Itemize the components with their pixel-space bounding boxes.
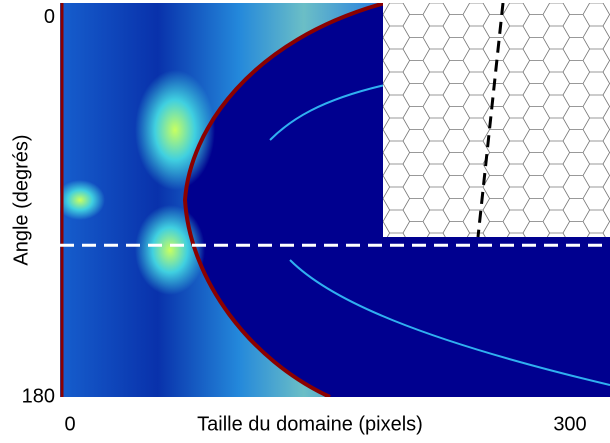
x-axis-label: Taille du domaine (pixels) <box>197 413 423 435</box>
x-tick-label: 0 <box>64 413 75 435</box>
heatmap-image <box>60 3 610 397</box>
bright-spot <box>135 70 215 190</box>
thin-arc <box>269 84 610 386</box>
y-axis-label: Angle (degrés) <box>10 134 32 265</box>
inset-hexagons <box>383 3 610 237</box>
inset-dashed-line <box>476 3 505 238</box>
x-tick-label: 300 <box>553 413 586 435</box>
y-tick-label: 180 <box>22 385 55 407</box>
bright-spot <box>60 180 105 220</box>
red-arc <box>182 3 386 397</box>
y-tick-label: 0 <box>44 6 55 28</box>
